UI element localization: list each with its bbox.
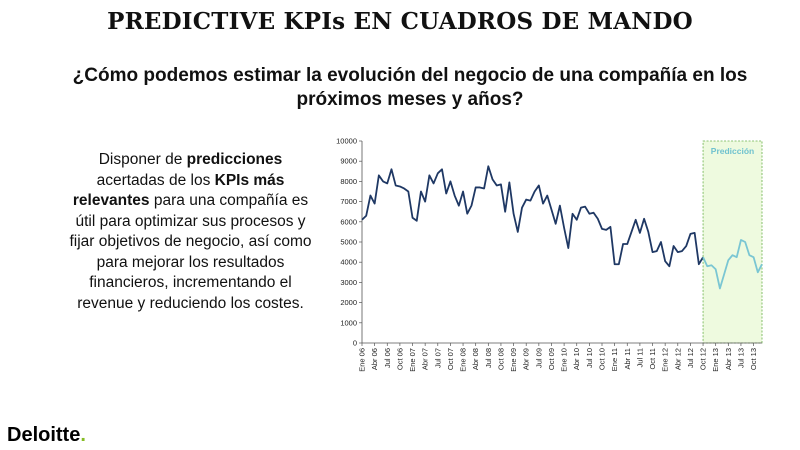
- x-tick-label: Ene 10: [560, 348, 569, 372]
- x-tick-label: Oct 10: [598, 348, 607, 370]
- x-tick-label: Ene 12: [661, 348, 670, 372]
- page-subtitle: ¿Cómo podemos estimar la evolución del n…: [72, 65, 748, 110]
- x-tick-label: Ene 07: [408, 348, 417, 372]
- x-tick-label: Oct 09: [547, 348, 556, 370]
- x-tick-label: Ene 11: [610, 348, 619, 371]
- y-tick-label: 2000: [340, 298, 357, 307]
- logo-text: Deloitte: [7, 424, 81, 446]
- description-bold-1: predicciones: [186, 151, 283, 168]
- y-tick-label: 7000: [340, 197, 357, 206]
- x-tick-label: Abr 13: [724, 348, 733, 370]
- x-tick-label: Jul 08: [484, 348, 493, 368]
- x-tick-label: Jul 07: [433, 348, 442, 368]
- y-tick-label: 3000: [340, 278, 357, 287]
- y-tick-label: 9000: [340, 157, 357, 166]
- x-tick-label: Jul 13: [736, 348, 745, 368]
- logo-dot: .: [80, 424, 86, 446]
- prediction-label: Predicción: [711, 146, 754, 156]
- x-tick-label: Oct 07: [446, 348, 455, 370]
- y-tick-label: 4000: [340, 258, 357, 267]
- y-tick-label: 0: [353, 339, 357, 348]
- description-part-2: acertadas de los: [96, 171, 215, 189]
- x-tick-label: Abr 08: [471, 348, 480, 370]
- x-tick-label: Abr 09: [522, 348, 531, 370]
- x-tick-label: Oct 08: [496, 348, 505, 370]
- x-tick-label: Abr 11: [623, 348, 632, 370]
- x-tick-label: Ene 13: [711, 348, 720, 372]
- prediction-series-line: [702, 239, 763, 290]
- description-bold-2: KPIs más relevantes: [72, 171, 285, 210]
- x-tick-label: Jul 11: [635, 348, 644, 367]
- description-text: Disponer de predicciones acertadas de lo…: [68, 150, 313, 314]
- x-tick-label: Abr 10: [572, 348, 581, 370]
- x-tick-label: Abr 06: [370, 348, 379, 370]
- x-tick-label: Ene 09: [509, 348, 518, 372]
- x-tick-label: Jul 06: [383, 348, 392, 368]
- x-tick-label: Oct 06: [395, 348, 404, 370]
- y-tick-label: 8000: [340, 177, 357, 186]
- x-tick-label: Oct 13: [749, 348, 758, 370]
- x-tick-label: Ene 06: [358, 348, 367, 372]
- description-part-1: Disponer de: [98, 151, 187, 168]
- deloitte-logo: Deloitte.: [7, 424, 86, 447]
- x-tick-label: Jul 12: [686, 348, 695, 368]
- y-tick-label: 1000: [340, 318, 357, 327]
- y-tick-label: 5000: [340, 238, 357, 247]
- x-tick-label: Ene 08: [459, 348, 468, 372]
- x-tick-label: Jul 09: [534, 348, 543, 368]
- x-tick-label: Jul 10: [585, 348, 594, 368]
- description-part-3: para una compañía es útil para optimizar…: [69, 192, 312, 312]
- prediction-region: [702, 140, 763, 344]
- y-tick-label: 6000: [340, 217, 357, 226]
- y-tick-label: 10000: [336, 137, 357, 146]
- x-tick-label: Oct 11: [648, 348, 657, 370]
- x-tick-label: Abr 07: [421, 348, 430, 370]
- historical-series-line: [361, 165, 704, 268]
- page-title: PREDICTIVE KPIs EN CUADROS DE MANDO: [107, 8, 693, 35]
- x-tick-label: Abr 12: [673, 348, 682, 370]
- x-tick-label: Oct 12: [699, 348, 708, 370]
